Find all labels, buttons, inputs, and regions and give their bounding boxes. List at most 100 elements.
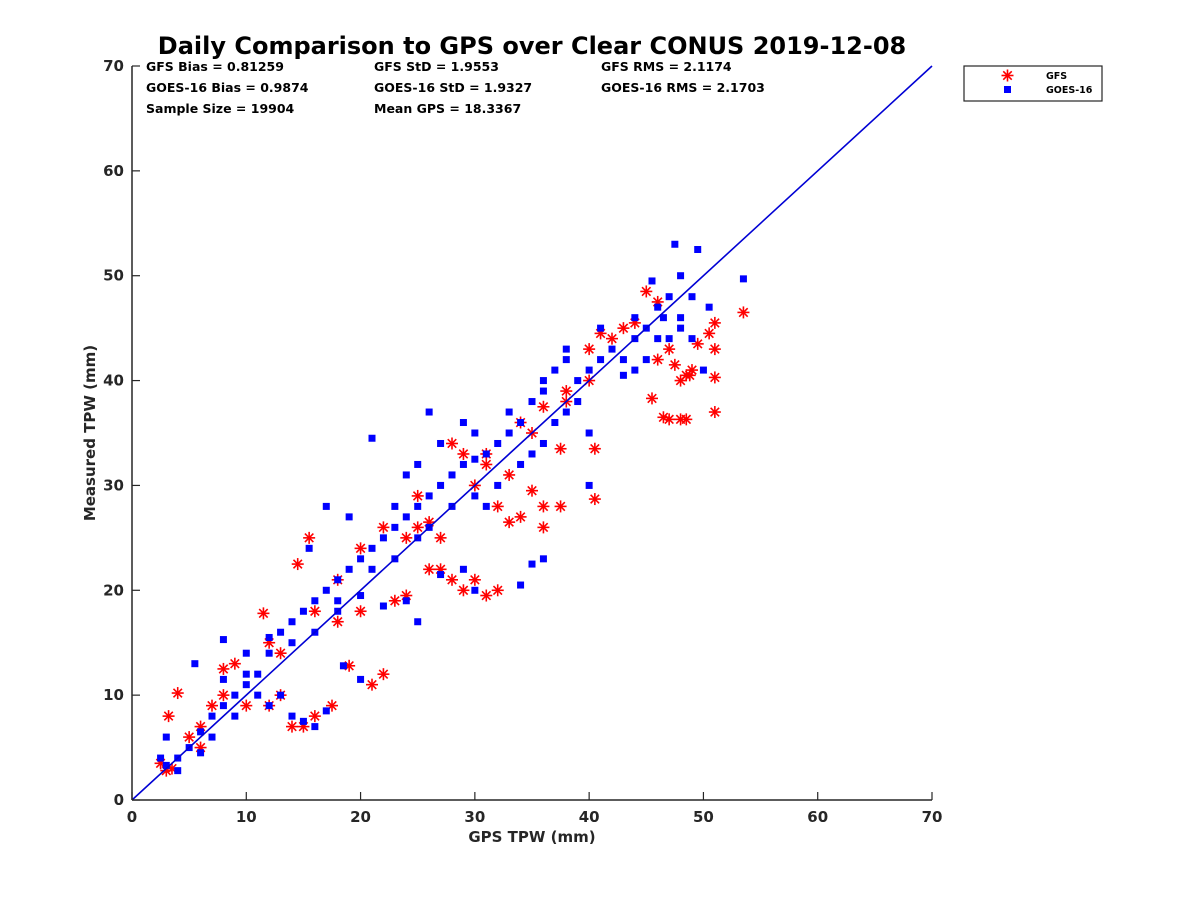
goes-point [322,707,330,715]
goes-point [357,555,365,563]
goes-point [379,602,387,610]
gfs-point [228,657,241,670]
legend-gfs-asterisk [1001,69,1014,82]
x-ticks: 0 10 20 30 40 50 60 70 [127,792,943,826]
gfs-point [503,516,516,529]
goes-point [254,670,262,678]
stat-goes-rms: GOES-16 RMS = 2.1703 [601,80,765,95]
gfs-point [480,589,493,602]
goes-point [414,502,422,510]
x-tick-label: 30 [464,808,485,826]
gfs-point [663,343,676,356]
goes-point [242,649,250,657]
goes-point [219,702,227,710]
x-axis-label: GPS TPW (mm) [468,828,595,846]
x-tick-label: 0 [127,808,137,826]
legend-box [963,65,1103,102]
goes-point [305,544,313,552]
goes-point [659,314,667,322]
gfs-point [446,437,458,450]
gfs-point [457,584,470,597]
goes-point [277,691,285,699]
gfs-point [708,343,721,356]
gfs-point [468,573,481,586]
stat-goes-std: GOES-16 StD = 1.9327 [374,80,532,95]
goes-point [448,471,456,479]
goes-point [368,565,376,573]
stat-goes-bias: GOES-16 Bias = 0.9874 [146,80,309,95]
y-ticks: 0 10 20 30 40 50 60 70 [103,57,140,809]
goes-point [482,502,490,510]
goes-point [459,460,467,468]
goes-point [505,429,513,437]
goes-point [437,439,445,447]
goes-point [265,649,273,657]
goes-point [677,272,685,280]
goes-point [311,723,319,731]
goes-point [597,324,605,332]
goes-point [277,628,285,636]
goes-point [242,681,250,689]
goes-point [288,639,296,647]
gfs-point [651,353,664,366]
gfs-point [303,531,316,544]
goes-point [162,733,170,741]
goes-point [505,408,513,416]
chart-title: Daily Comparison to GPS over Clear CONUS… [158,32,906,60]
gfs-point [183,731,196,744]
goes-point [357,592,365,600]
gfs-point [257,607,270,620]
gfs-point [377,521,390,534]
gfs-point [526,484,538,497]
gfs-point [240,699,253,712]
goes-point [191,660,199,668]
goes-point [608,345,616,353]
gfs-point [668,358,681,371]
gfs-point [308,710,321,723]
goes-point [368,544,376,552]
y-tick-label: 0 [114,791,124,809]
goes-point [551,366,559,374]
gfs-point [354,542,367,555]
gfs-point [411,521,424,534]
goes-point [231,712,239,720]
goes-point [265,633,273,641]
goes-point [157,754,165,762]
gfs-point [423,563,436,576]
goes-point [299,607,307,615]
goes-point [471,455,479,463]
goes-point [528,560,536,568]
goes-point [539,555,547,563]
goes-point [197,749,205,757]
goes-point [677,324,685,332]
goes-point [574,398,582,406]
goes-point [585,366,593,374]
y-tick-label: 70 [103,57,124,75]
goes-point [345,565,353,573]
legend-gfs-marker [1001,69,1014,82]
gfs-point [640,285,653,298]
goes-point [288,712,296,720]
goes-point [665,293,673,301]
goes-point [528,398,536,406]
gfs-point [703,327,716,340]
goes-point [665,335,673,343]
goes-point [459,419,467,427]
x-tick-label: 70 [922,808,943,826]
goes-point [517,581,525,589]
goes-point [265,702,273,710]
gfs-point [434,531,447,544]
goes-point [299,717,307,725]
goes-point [402,471,410,479]
gfs-point [503,468,516,481]
gfs-point [588,442,601,455]
gfs-point [554,442,567,455]
gfs-point [217,662,230,675]
gfs-point [708,371,721,384]
goes-point [437,571,445,579]
goes-point [585,481,593,489]
goes-point [562,356,570,364]
goes-point [322,586,330,594]
x-tick-label: 10 [236,808,257,826]
gfs-point [537,521,550,534]
